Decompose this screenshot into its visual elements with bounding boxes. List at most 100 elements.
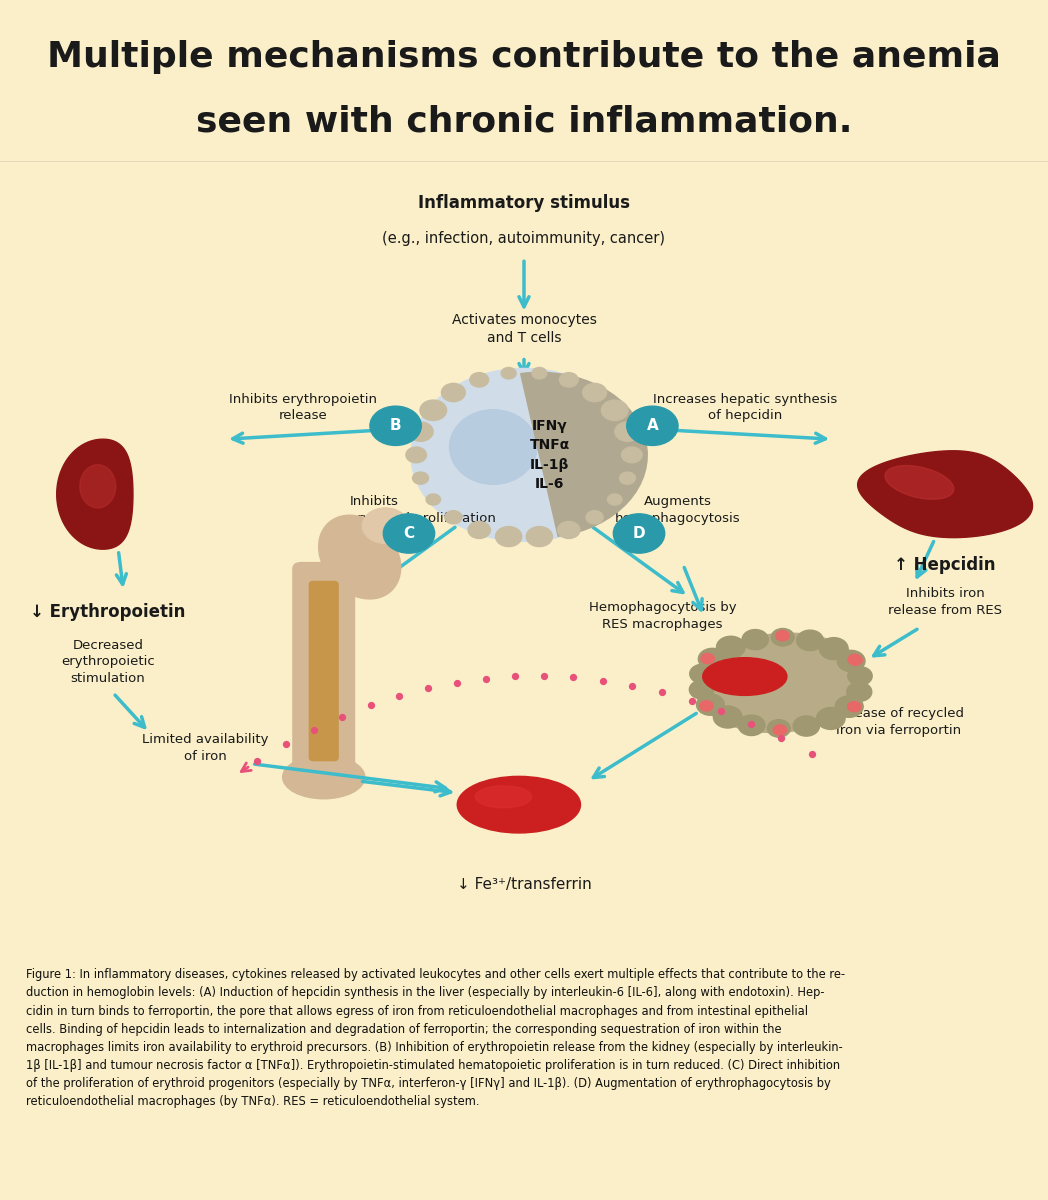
Circle shape [619,472,635,485]
Point [683,691,700,710]
Polygon shape [857,451,1032,538]
Polygon shape [57,439,133,550]
Circle shape [837,650,865,672]
Point [624,676,640,695]
Circle shape [848,702,861,712]
Circle shape [444,511,462,524]
Circle shape [767,720,790,737]
Text: ↓ Fe³⁺/transferrin: ↓ Fe³⁺/transferrin [457,877,591,893]
FancyBboxPatch shape [292,563,354,780]
Circle shape [697,694,724,715]
Circle shape [627,406,678,445]
Circle shape [701,654,715,664]
Circle shape [586,511,604,524]
FancyBboxPatch shape [309,582,339,761]
Circle shape [496,527,522,546]
Circle shape [776,630,789,641]
Circle shape [690,665,715,683]
Circle shape [427,494,440,505]
Point [249,751,266,770]
Circle shape [742,630,768,649]
Text: Limited availability
of iron: Limited availability of iron [143,733,269,763]
Circle shape [849,655,863,665]
Circle shape [714,706,742,728]
Text: Figure 1: In inflammatory diseases, cytokines released by activated leukocytes a: Figure 1: In inflammatory diseases, cyto… [26,968,845,1109]
Circle shape [848,654,861,665]
Circle shape [370,406,421,445]
Point [419,679,436,698]
Text: Activates monocytes
and T cells: Activates monocytes and T cells [452,313,596,344]
Circle shape [532,367,547,379]
Circle shape [558,522,580,539]
Text: Inflammatory stimulus: Inflammatory stimulus [418,194,630,212]
Circle shape [847,683,872,702]
Ellipse shape [363,508,409,544]
Point [278,734,294,754]
Text: Decreased
erythropoietic
stimulation: Decreased erythropoietic stimulation [61,638,155,685]
Point [743,714,760,733]
Text: Inhibits
erythroid proliferation: Inhibits erythroid proliferation [349,496,497,524]
Point [506,667,523,686]
Text: A: A [647,419,658,433]
Circle shape [470,373,488,388]
Wedge shape [521,372,648,536]
Text: ↑ Hepcidin: ↑ Hepcidin [894,556,996,574]
Text: seen with chronic inflammation.: seen with chronic inflammation. [196,104,852,138]
Ellipse shape [450,409,537,485]
Point [478,668,495,688]
Point [334,707,351,726]
Circle shape [613,514,664,553]
Circle shape [406,448,427,463]
Circle shape [700,701,713,710]
Circle shape [773,725,787,736]
Point [594,671,611,690]
Point [653,683,670,702]
Text: Increases hepatic synthesis
of hepcidin: Increases hepatic synthesis of hepcidin [653,392,837,422]
Text: ↓ Erythropoietin: ↓ Erythropoietin [30,604,185,622]
Ellipse shape [885,466,954,499]
Text: Inhibits erythropoietin
release: Inhibits erythropoietin release [230,392,377,422]
Text: B: B [390,419,401,433]
Ellipse shape [80,464,115,508]
Circle shape [411,368,637,541]
Circle shape [816,708,845,730]
Circle shape [526,527,552,546]
Point [391,686,408,706]
Circle shape [384,514,435,553]
Point [713,702,729,721]
Circle shape [690,680,714,698]
Point [773,728,790,748]
Circle shape [820,637,848,660]
Circle shape [441,383,465,402]
Point [536,666,552,685]
Circle shape [583,383,607,402]
Circle shape [501,367,516,379]
Text: (e.g., infection, autoimmunity, cancer): (e.g., infection, autoimmunity, cancer) [383,232,665,246]
Text: IFNγ
TNFα
IL-1β
IL-6: IFNγ TNFα IL-1β IL-6 [529,419,570,491]
Circle shape [698,648,726,670]
Circle shape [793,716,820,736]
Circle shape [835,696,864,718]
Circle shape [468,522,490,539]
Text: C: C [403,526,415,541]
Ellipse shape [703,658,787,696]
Point [363,696,379,715]
Circle shape [848,667,872,685]
Circle shape [420,400,446,420]
Point [449,673,465,692]
Point [305,720,322,739]
Ellipse shape [283,756,365,799]
Text: D: D [633,526,646,541]
Circle shape [602,400,628,420]
Point [803,744,820,763]
Point [565,667,582,686]
Circle shape [796,630,824,650]
Text: Augments
hemophagocytosis: Augments hemophagocytosis [615,496,741,524]
Text: Hemophagocytosis by
RES macrophages: Hemophagocytosis by RES macrophages [589,601,737,631]
Circle shape [621,448,642,463]
Ellipse shape [697,634,865,732]
Circle shape [608,494,621,505]
Text: Inhibits iron
release from RES: Inhibits iron release from RES [888,587,1002,617]
Circle shape [771,629,794,646]
Text: Release of recycled
iron via ferroportin: Release of recycled iron via ferroportin [834,707,964,737]
